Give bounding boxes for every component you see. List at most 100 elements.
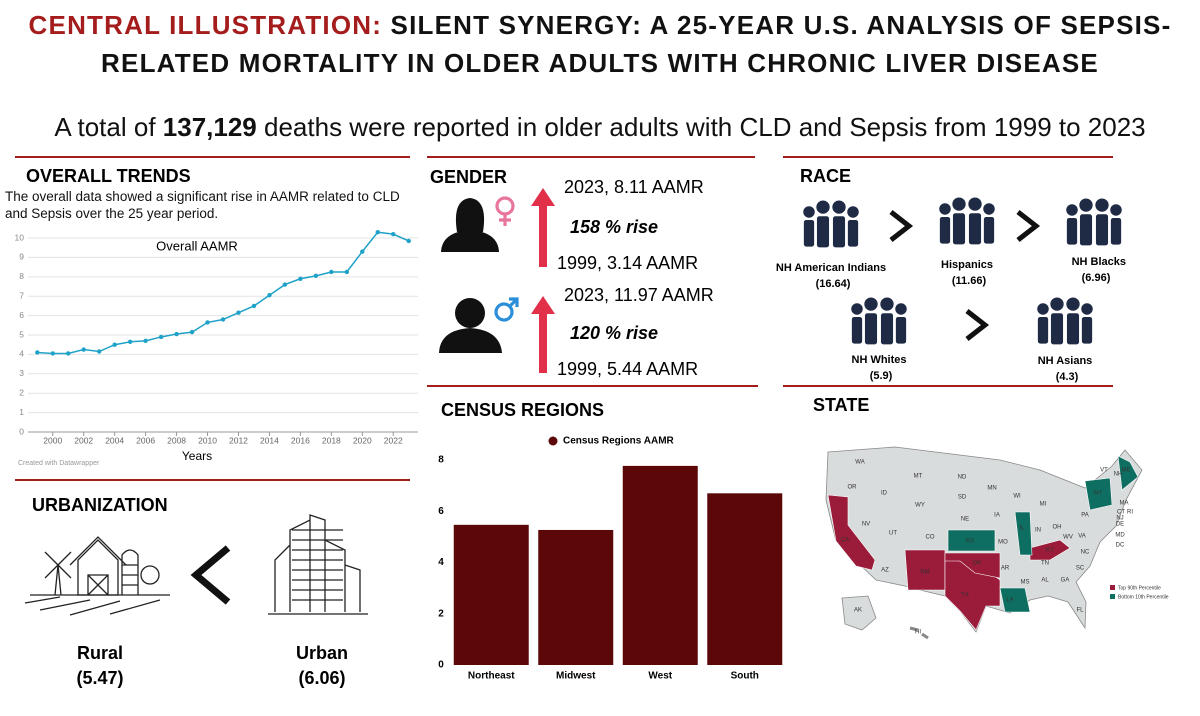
state-label: NC — [1081, 550, 1090, 556]
greater-than — [889, 210, 914, 242]
body — [831, 215, 847, 249]
body — [1065, 312, 1081, 346]
race-icon — [802, 200, 860, 249]
body — [846, 218, 860, 248]
state-label: ND — [958, 475, 967, 481]
y-tick-label: 1 — [19, 407, 24, 417]
x-tick-label: 2012 — [229, 435, 248, 445]
summary-before: A total of — [54, 112, 156, 142]
y-tick-label: 5 — [19, 329, 24, 339]
race-icon — [1065, 198, 1123, 247]
state-label: HI — [915, 630, 921, 636]
arrow — [507, 297, 519, 309]
state-highlight — [1084, 477, 1113, 511]
state-label: WI — [1013, 494, 1021, 500]
female-symbol — [495, 196, 515, 226]
urban-illustration — [268, 514, 368, 615]
y-tick-label: 6 — [438, 506, 444, 517]
y-tick-label: 4 — [19, 349, 24, 359]
data-point — [96, 349, 102, 354]
data-point — [251, 303, 257, 309]
data-point — [391, 231, 396, 237]
state-label: ME — [1122, 468, 1131, 474]
gender-heading: GENDER — [430, 167, 507, 187]
body — [802, 218, 816, 248]
state-label: WY — [915, 503, 925, 509]
bar — [622, 465, 698, 665]
data-point — [375, 230, 380, 235]
hair — [455, 198, 485, 232]
male-symbol — [494, 297, 519, 322]
state-highlight — [1117, 455, 1139, 491]
windmill — [44, 551, 72, 596]
body — [1080, 315, 1094, 345]
x-tick-label: 2002 — [74, 435, 93, 445]
overall-heading: OVERALL TRENDS — [26, 166, 191, 186]
us-map — [825, 446, 1143, 640]
summary-total: 137,129 — [162, 112, 257, 142]
state-label: CO — [926, 535, 935, 541]
body — [850, 315, 864, 345]
data-point — [143, 338, 148, 344]
legend-swatch — [548, 436, 558, 446]
head — [1066, 204, 1078, 216]
y-tick-label: 9 — [19, 252, 24, 262]
y-tick-label: 7 — [19, 290, 24, 300]
y-tick-label: 6 — [19, 310, 24, 320]
state-label: GA — [1061, 578, 1070, 584]
data-point — [344, 269, 350, 275]
state-label: OR — [848, 485, 858, 491]
head — [1066, 297, 1080, 311]
head — [1079, 198, 1093, 212]
greater-than — [965, 309, 990, 341]
state-label: IL — [1019, 526, 1025, 532]
state-label: SD — [958, 495, 967, 501]
head — [895, 303, 907, 315]
head — [939, 203, 951, 215]
percent-rise: 120 % rise — [570, 323, 658, 343]
race-value: (6.96) — [1082, 272, 1111, 284]
race-heading: RACE — [800, 166, 851, 186]
race-name: NH American Indians — [776, 262, 886, 274]
x-tick-label: Midwest — [556, 671, 596, 682]
female-icon — [441, 198, 499, 252]
race-icon — [850, 297, 908, 346]
x-tick-label: 2022 — [384, 435, 403, 445]
data-point — [298, 276, 303, 281]
x-tick-label: 2018 — [322, 435, 341, 445]
y-tick-label: 2 — [438, 608, 444, 619]
header: CENTRAL ILLUSTRATION: SILENT SYNERGY: A … — [20, 6, 1180, 82]
state-label: IN — [1035, 528, 1041, 534]
body — [967, 212, 983, 246]
y-tick-label: 4 — [438, 557, 444, 568]
head — [983, 203, 995, 215]
x-tick-label: 2006 — [136, 435, 155, 445]
state-label: MN — [987, 486, 996, 492]
data-point — [406, 238, 411, 244]
state-label: WA — [855, 460, 864, 466]
y-tick-label: 10 — [15, 232, 25, 242]
state-label: RI — [1127, 510, 1133, 516]
data-point — [174, 331, 179, 337]
head — [968, 197, 982, 211]
legend-label: Census Regions AAMR — [563, 436, 675, 447]
head — [832, 200, 846, 214]
head — [880, 297, 894, 311]
state-label: TN — [1041, 561, 1049, 567]
x-axis-label: Years — [182, 449, 212, 463]
greater-than — [1016, 210, 1041, 242]
state-label: MO — [998, 540, 1008, 546]
state-label: ID — [881, 491, 888, 497]
header-label: CENTRAL ILLUSTRATION: — [28, 10, 383, 40]
y-tick-label: 2 — [19, 387, 24, 397]
buildings — [268, 514, 368, 615]
percent-rise: 158 % rise — [570, 217, 658, 237]
state-label: SC — [1076, 566, 1085, 572]
state-label: NY — [1094, 491, 1102, 497]
head — [816, 200, 830, 214]
data-point — [112, 342, 117, 347]
head — [851, 303, 863, 315]
head — [1037, 303, 1049, 315]
state-label: MI — [1040, 502, 1047, 508]
state-highlight — [827, 494, 876, 571]
